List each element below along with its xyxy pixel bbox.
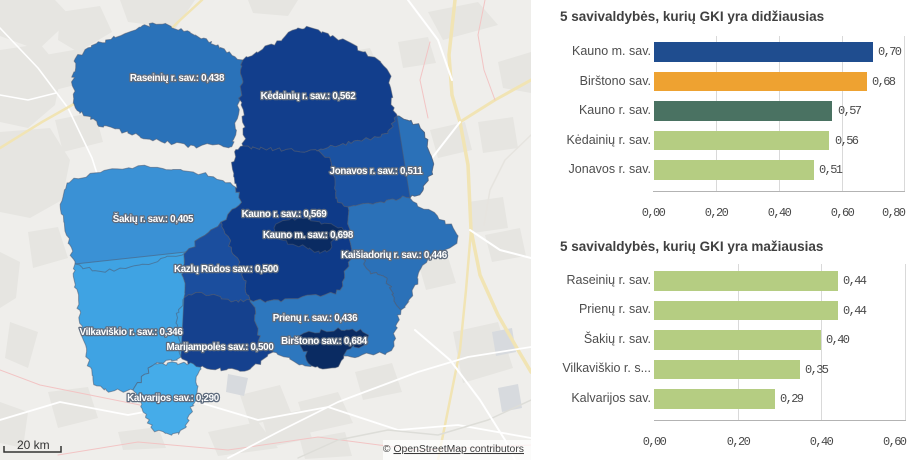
svg-text:Šakių r. sav.: 0,405: Šakių r. sav.: 0,405	[113, 213, 194, 225]
svg-text:Prienų r. sav.: 0,436: Prienų r. sav.: 0,436	[273, 313, 358, 324]
svg-text:Kazlų Rūdos sav.: 0,500: Kazlų Rūdos sav.: 0,500	[174, 264, 279, 275]
svg-text:Birštono sav.: 0,684: Birštono sav.: 0,684	[281, 336, 368, 347]
svg-text:Vilkaviškio r. sav.: 0,346: Vilkaviškio r. sav.: 0,346	[80, 327, 184, 338]
svg-text:Kaišiadorių r. sav.: 0,446: Kaišiadorių r. sav.: 0,446	[341, 250, 448, 261]
svg-text:Raseinių r. sav.: 0,438: Raseinių r. sav.: 0,438	[130, 73, 225, 84]
svg-text:Kauno r. sav.: 0,569: Kauno r. sav.: 0,569	[242, 209, 328, 220]
svg-text:20 km: 20 km	[17, 438, 50, 452]
svg-text:Marijampolės sav.: 0,500: Marijampolės sav.: 0,500	[167, 342, 275, 353]
svg-text:Kėdainių r. sav.: 0,562: Kėdainių r. sav.: 0,562	[261, 91, 357, 102]
svg-text:Jonavos r. sav.: 0,511: Jonavos r. sav.: 0,511	[330, 166, 424, 177]
svg-text:© OpenStreetMap contributors: © OpenStreetMap contributors	[383, 444, 524, 455]
svg-text:Kauno m. sav.: 0,698: Kauno m. sav.: 0,698	[263, 230, 354, 241]
svg-text:Kalvarijos sav.: 0,290: Kalvarijos sav.: 0,290	[127, 393, 220, 404]
